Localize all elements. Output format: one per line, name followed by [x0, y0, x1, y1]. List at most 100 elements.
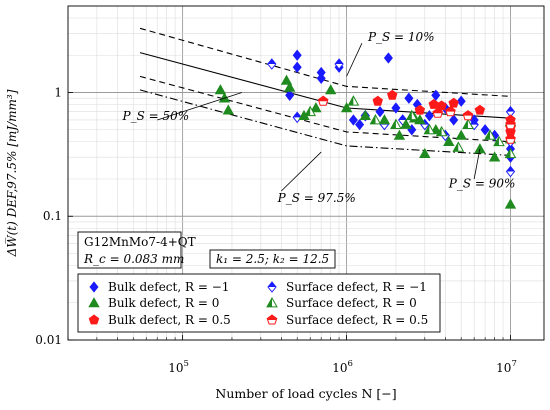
data-point [214, 84, 227, 95]
data-point [383, 52, 393, 64]
info-box: G12MnMo7-4+QT R_c = 0.083 mm [77, 231, 196, 269]
marker-fill [390, 119, 396, 129]
marker-fill [506, 106, 515, 112]
legend-label: Surface defect, R = −1 [286, 280, 427, 294]
data-point [355, 118, 365, 131]
data-point [456, 95, 466, 107]
marker-shape [474, 143, 486, 154]
marker-fill [268, 282, 276, 287]
data-point [405, 109, 418, 121]
legend-label: Bulk defect, R = 0 [108, 296, 219, 310]
marker-shape [449, 114, 459, 126]
data-point [387, 89, 398, 100]
legend-marker [266, 296, 278, 308]
marker-shape [88, 297, 100, 308]
y-axis-label-group: ΔW̅(t) DEF,97.5% [mJ/mm³] [4, 89, 19, 257]
legend-frame [77, 273, 441, 333]
marker-shape [375, 106, 385, 118]
legend-marker [267, 281, 277, 293]
marker-shape [414, 114, 426, 125]
marker-shape [456, 95, 466, 107]
data-point [400, 118, 412, 129]
legend-label: Bulk defect, R = −1 [108, 280, 229, 294]
data-point [390, 118, 402, 129]
data-point [455, 129, 467, 140]
data-point [359, 109, 371, 120]
marker-fill [424, 124, 430, 134]
marker-shape [89, 281, 99, 293]
annotation-label: P_S = 10% [367, 30, 435, 44]
legend-label: Bulk defect, R = 0.5 [108, 313, 231, 327]
x-tick-exponent: 6 [347, 359, 352, 369]
data-points [214, 49, 517, 209]
marker-fill [505, 148, 511, 158]
data-point [436, 100, 447, 111]
marker-shape [383, 52, 393, 64]
marker-shape [391, 102, 401, 114]
info-material: G12MnMo7-4+QT [84, 235, 196, 249]
data-point [474, 143, 486, 154]
data-point [504, 147, 517, 159]
marker-shape [480, 124, 490, 136]
data-point [431, 89, 441, 101]
marker-shape [348, 114, 358, 126]
data-point [334, 58, 344, 70]
marker-fill [370, 115, 376, 124]
marker-fill [293, 112, 302, 118]
marker-shape [404, 92, 414, 104]
annotation-leader [346, 42, 363, 77]
x-tick-label: 105 [168, 359, 189, 375]
marker-shape [400, 118, 412, 129]
data-point [445, 106, 456, 117]
marker-shape [316, 72, 326, 85]
data-point [428, 99, 439, 109]
plot-frame [67, 5, 545, 341]
marker-shape [504, 198, 517, 209]
marker-fill [318, 96, 328, 102]
legend-label: Surface defect, R = 0.5 [286, 313, 428, 327]
legend-label: Surface defect, R = 0 [286, 296, 417, 310]
marker-fill [398, 115, 407, 120]
marker-shape [214, 84, 227, 95]
data-point [280, 74, 293, 85]
marker-fill [335, 59, 344, 64]
marker-shape [292, 61, 302, 73]
data-point [267, 58, 277, 70]
annotations: P_S = 10% P_S = 50% P_S = 97.5% P_S = 90% [122, 30, 516, 205]
data-point [310, 102, 322, 113]
data-point [304, 105, 317, 117]
marker-fill [470, 119, 479, 125]
data-point [435, 125, 448, 137]
annotation-leader [281, 151, 322, 192]
y-tick-label: 1 [54, 85, 62, 99]
data-point [474, 104, 486, 115]
marker-fill [453, 142, 459, 152]
data-point [505, 118, 516, 130]
data-point [391, 102, 401, 114]
marker-fill [485, 130, 491, 140]
data-point [393, 129, 406, 140]
legend: Bulk defect, R = −1 Surface defect, R = −… [77, 273, 441, 333]
data-point [284, 81, 296, 92]
k-values: k₁ = 2.5; k₂ = 12.5 [216, 252, 329, 266]
annotation-label: P_S = 97.5% [277, 191, 356, 205]
data-point [449, 114, 459, 126]
y-axis-label: ΔW̅(t) DEF,97.5% [mJ/mm³] [4, 89, 19, 257]
data-point [369, 113, 382, 125]
marker-fill [505, 119, 516, 125]
legend-marker [88, 297, 100, 308]
marker-shape [431, 89, 441, 101]
marker-fill [267, 59, 276, 64]
marker-shape [285, 89, 295, 101]
marker-fill [506, 166, 515, 172]
probability-line [139, 27, 511, 97]
data-point [292, 61, 302, 73]
annotation-leader [473, 148, 481, 180]
x-tick-label: 106 [332, 359, 353, 375]
marker-shape [414, 104, 426, 115]
data-point [488, 151, 501, 162]
marker-shape [419, 147, 431, 159]
marker-shape [443, 135, 455, 147]
data-point [340, 102, 353, 113]
